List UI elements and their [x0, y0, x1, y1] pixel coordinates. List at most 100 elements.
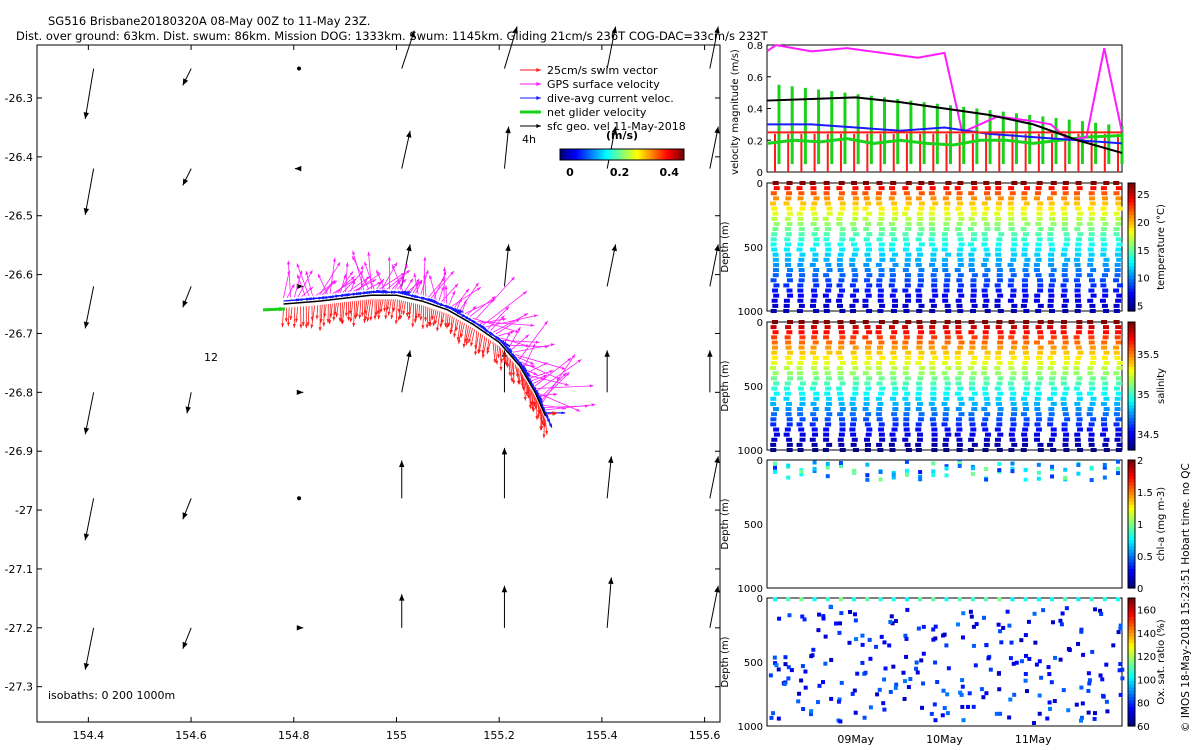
swim-vector — [319, 304, 323, 323]
temp-point — [1050, 181, 1057, 185]
sal-point — [942, 442, 949, 447]
sal-point — [891, 345, 898, 350]
temp-point — [982, 273, 989, 278]
oxy-point — [931, 597, 936, 602]
temp-point — [772, 211, 779, 216]
gps-vector-shaft — [474, 276, 516, 321]
swim-vector-head — [481, 350, 485, 355]
gps-vector-head — [429, 274, 433, 279]
temp-point — [1049, 247, 1056, 252]
swim-vector-head — [528, 404, 532, 409]
gps-vector-head — [543, 374, 548, 378]
swim-vector-head — [544, 430, 549, 435]
sal-point — [850, 417, 857, 422]
temp-point — [1034, 252, 1041, 257]
temp-point — [1048, 309, 1055, 313]
gps-vector — [456, 297, 462, 310]
swim-vector-head — [310, 324, 314, 329]
oxy-point — [998, 711, 1003, 716]
sal-point — [930, 386, 937, 391]
sal-point — [918, 366, 925, 371]
temp-point — [944, 211, 951, 216]
temp-point — [957, 237, 964, 242]
geo-vector — [294, 165, 302, 172]
temp-point — [812, 278, 819, 283]
oxy-point — [965, 704, 970, 709]
temp-point — [981, 262, 988, 267]
dac-vector-head — [407, 290, 412, 294]
oxy-point — [996, 622, 1001, 627]
temp-point — [1020, 181, 1027, 185]
geo-vector — [296, 283, 304, 290]
sal-point — [918, 412, 925, 417]
temp-point — [1036, 237, 1043, 242]
sal-point — [850, 350, 857, 355]
map-colorbar-cell — [628, 149, 631, 160]
sal-point — [981, 386, 988, 391]
sal-point — [811, 360, 818, 365]
sal-point — [1035, 417, 1042, 422]
swim-vector — [306, 305, 310, 327]
sal-point — [1074, 340, 1081, 345]
gps-vector-head — [331, 280, 336, 284]
sal-point — [983, 376, 990, 381]
sal-point — [982, 427, 989, 432]
temp-point — [823, 181, 830, 185]
temp-point — [786, 278, 793, 283]
velocity-ylabel: velocity magnitude (m/s) — [730, 49, 741, 175]
oxy-point — [932, 702, 937, 707]
temp-colorbar-cell — [1128, 224, 1135, 229]
map-colorbar-cell — [671, 149, 675, 160]
temp-point — [1007, 298, 1014, 303]
sal-point — [1009, 376, 1016, 381]
sal-point — [889, 432, 896, 437]
sal-point — [797, 448, 804, 452]
oxy-point — [1045, 716, 1050, 721]
temp-point — [983, 181, 990, 185]
chl-point — [1050, 464, 1055, 469]
temp-point — [1102, 221, 1109, 226]
sal-point — [783, 432, 790, 437]
sal-point — [1061, 427, 1068, 432]
geo-vector-shaft — [84, 286, 95, 329]
temp-point — [876, 237, 883, 242]
temp-point — [849, 257, 856, 262]
swim-vector — [499, 347, 503, 371]
sal-point — [876, 360, 883, 365]
gps-vector-head — [404, 264, 408, 268]
temp-point — [836, 257, 843, 262]
temp-point — [902, 268, 909, 273]
oxy-point — [914, 660, 919, 665]
temp-point — [904, 227, 911, 232]
sal-point — [878, 391, 885, 396]
temp-point — [1061, 268, 1068, 273]
temp-point — [876, 221, 883, 226]
temp-point — [810, 288, 817, 293]
temp-point — [956, 196, 963, 201]
oxy-point — [929, 711, 934, 716]
temp-point — [915, 196, 922, 201]
temp-point — [981, 288, 988, 293]
map-colorbar-cell — [597, 149, 600, 160]
sal-point — [903, 330, 910, 335]
oxy-colorbar-tick-label: 60 — [1137, 722, 1150, 733]
temp-point — [902, 303, 909, 308]
temp-point — [890, 191, 897, 196]
temp-point — [969, 201, 976, 206]
oxy-colorbar-cell — [1128, 694, 1135, 698]
isobath-label: 12 — [204, 351, 218, 364]
sal-point — [968, 350, 975, 355]
gps-vector — [523, 343, 536, 368]
sal-point — [852, 448, 859, 452]
chl-point — [825, 465, 830, 470]
sal-point — [850, 432, 857, 437]
chl-colorbar-cell — [1128, 514, 1135, 519]
sal-point — [903, 422, 910, 427]
sal-colorbar-cell — [1128, 357, 1135, 361]
gps-vector — [442, 267, 446, 303]
chl-point — [970, 466, 975, 471]
legend-swatch-head — [536, 124, 541, 128]
temp-point — [1035, 221, 1042, 226]
temp-point — [1008, 196, 1015, 201]
swim-vector-head — [319, 318, 323, 323]
